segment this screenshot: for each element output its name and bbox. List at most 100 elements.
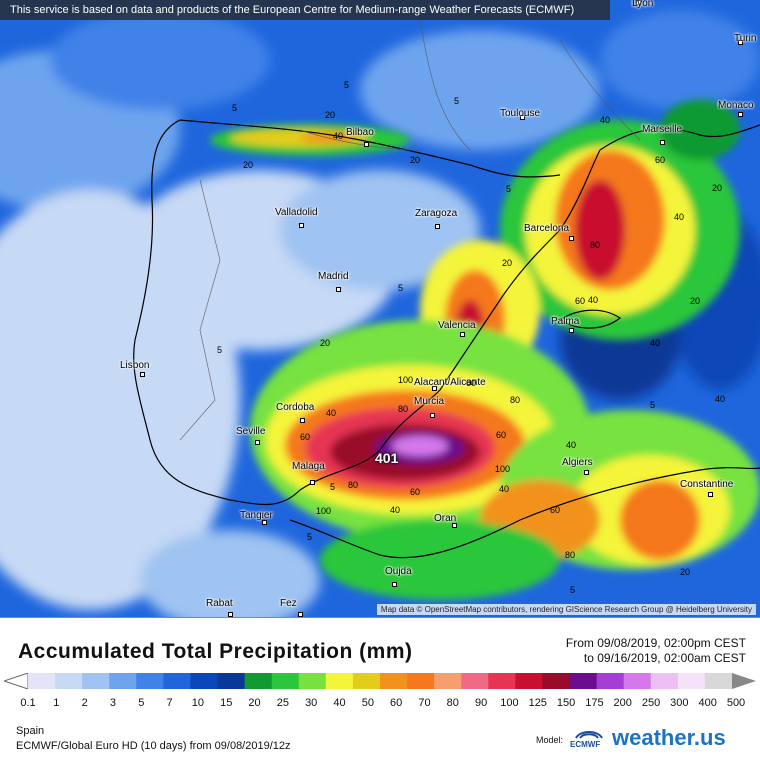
contour-label: 5 [330,482,336,492]
city-dot [435,224,440,229]
legend-tick-label: 1 [53,697,60,709]
contour-label: 100 [398,375,414,385]
contour-label: 5 [232,103,238,113]
city-label: Bilbao [346,127,374,138]
legend-swatch [704,673,733,689]
precip-field-low [0,10,760,617]
city-dot [140,372,145,377]
city-dot [392,582,397,587]
legend-tick-label: 25 [276,697,289,709]
legend-tick-label: 15 [220,697,233,709]
contour-label: 40 [588,295,599,305]
map-attribution[interactable]: Map data © OpenStreetMap contributors, r… [376,604,756,615]
ecmwf-logo-text: ECMWF [570,740,601,749]
city-label: Toulouse [500,108,541,119]
contour-label: 20 [502,258,513,268]
city-label: Algiers [562,457,593,468]
legend-panel: Accumulated Total Precipitation (mm) Fro… [0,617,760,761]
city-dot [255,440,260,445]
contour-label: 80 [510,395,521,405]
contour-label: 60 [496,430,507,440]
city-dot [452,523,457,528]
contour-label: 60 [550,505,561,515]
city-label: Lyon [632,0,654,9]
legend-tick-label: 50 [361,697,374,709]
legend-tick-label: 30 [305,697,318,709]
city-label: Rabat [206,598,233,609]
city-label: Oujda [385,566,412,577]
legend-swatch [55,673,83,689]
city-dot [430,413,435,418]
contour-label: 40 [499,484,510,494]
legend-swatch [461,673,489,689]
contour-label: 40 [326,408,337,418]
contour-label: 40 [600,115,611,125]
city-label: Madrid [318,271,349,282]
contour-label: 60 [655,155,666,165]
contour-label: 40 [333,131,344,141]
legend-tick-label: 70 [418,697,431,709]
contour-label: 80 [590,240,601,250]
contour-label: 80 [565,550,576,560]
city-label: Turin [734,33,757,44]
contour-label: 20 [712,183,723,193]
legend-swatch [271,673,300,689]
legend-tick-label: 300 [670,697,689,709]
city-label: Valladolid [275,207,318,218]
city-dot [520,115,525,120]
precipitation-map[interactable]: This service is based on data and produc… [0,0,760,617]
legend-tick-label: 250 [641,697,661,709]
contour-label: 5 [307,532,313,542]
city-dot [460,332,465,337]
legend-tick-label: 125 [528,697,547,709]
city-dot [336,287,341,292]
city-label: Zaragoza [415,208,458,219]
legend-swatch [82,673,110,689]
weather-us-logo[interactable]: weather.us [612,725,726,750]
contour-label: 80 [398,404,409,414]
borders [179,19,641,441]
legend-swatch [244,673,273,689]
city-label: Seville [236,426,266,437]
legend-tick-label: 400 [698,697,717,709]
contour-label: 5 [217,345,223,355]
legend-swatch [515,673,543,689]
legend-swatch [325,673,354,689]
city-dot [738,112,743,117]
legend-swatch [542,673,571,689]
map-canvas [0,0,760,617]
city-label: Malaga [292,461,325,472]
contour-label: 20 [320,338,331,348]
contour-label: 40 [566,440,577,450]
date-from: From 09/08/2019, 02:00pm CEST [565,636,746,650]
legend-swatch [434,673,462,689]
city-label: Oran [434,513,457,524]
contour-label: 20 [243,160,254,170]
city-dot [300,418,305,423]
legend-tick-label: 80 [446,697,459,709]
contour-label: 40 [650,338,661,348]
city-dot [569,236,574,241]
legend-tick-label: 200 [613,697,632,709]
contour-label: 20 [690,296,701,306]
legend-swatch [136,673,164,689]
city-label: Marseille [642,124,683,135]
city-label: Alacant/Alicante [414,377,486,388]
city-dot [708,492,713,497]
city-label: Lisbon [120,360,150,371]
contour-label: 5 [650,400,656,410]
legend-tick-label: 20 [248,697,261,709]
legend-tick-label: 7 [166,697,173,709]
legend-tick-label: 2 [81,697,88,709]
city-label: Tangier [240,510,273,521]
contour-label: 5 [454,96,460,106]
contour-label: 60 [575,296,586,306]
ecmwf-notice-banner: This service is based on data and produc… [0,0,610,20]
legend-tick-labels: 0.1 1 2 3 5 7 10 15 20 25 30 40 50 60 70 80 90 100 125 150 1… [0,697,760,711]
legend-title: Accumulated Total Precipitation (mm) [18,640,413,663]
legend-tick-label: 40 [333,697,346,709]
legend-swatch [28,673,56,689]
city-dot [310,480,315,485]
city-label: Constantine [680,479,734,490]
contour-label: 5 [398,283,404,293]
